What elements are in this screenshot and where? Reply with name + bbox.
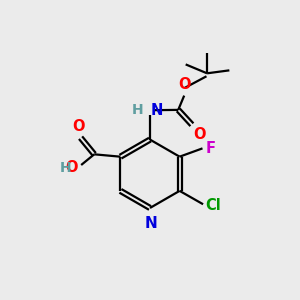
Text: N: N (145, 216, 158, 231)
Text: N: N (151, 103, 163, 118)
Text: O: O (194, 127, 206, 142)
Text: Cl: Cl (205, 198, 220, 213)
Text: O: O (65, 160, 77, 175)
Text: H: H (60, 161, 71, 175)
Text: O: O (73, 119, 85, 134)
Text: F: F (206, 141, 216, 156)
Text: O: O (178, 77, 191, 92)
Text: H: H (132, 103, 143, 117)
